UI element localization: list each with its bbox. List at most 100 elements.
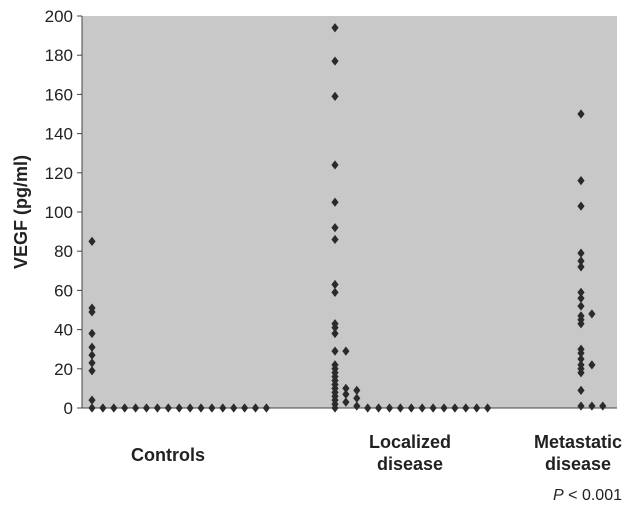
y-tick-group: 0 20 40 60 80 100 120 140 160 180 200 [45,7,82,418]
data-point [577,319,585,329]
data-point [429,403,437,413]
y-tick-label: 80 [54,242,73,261]
y-tick-label: 0 [64,399,73,418]
data-point [375,403,383,413]
data-point [577,293,585,303]
category-label-line: disease [377,454,443,474]
data-point [88,236,96,246]
data-point [88,328,96,339]
data-point [331,223,339,233]
data-point [577,176,585,186]
category-label-line: Controls [131,445,205,465]
data-point [342,346,350,356]
y-tick-label: 120 [45,164,73,183]
data-point [331,160,339,170]
data-point [418,403,426,413]
data-point [208,403,216,413]
data-point [588,360,596,370]
data-point [577,385,585,395]
data-point [342,389,350,399]
category-label: Metastatic disease [534,432,622,474]
data-point [175,403,183,413]
data-point [577,109,585,119]
p-value-annotation: P < 0.001 [553,487,622,504]
p-value-text: < 0.001 [564,487,622,504]
data-point [577,262,585,272]
data-point [88,395,96,405]
y-tick-label: 140 [45,125,73,144]
data-point [484,403,492,413]
data-point [462,403,470,413]
data-point [342,383,350,393]
data-point [197,403,205,413]
data-point [577,301,585,311]
data-point [577,348,585,358]
data-point [88,342,96,352]
data-point [88,403,96,413]
data-point [186,403,194,413]
data-point [353,393,361,403]
data-point [331,328,339,339]
data-point [262,403,270,413]
data-point [396,403,404,413]
y-tick-label: 20 [54,360,73,379]
data-point [364,403,372,413]
data-point [353,385,361,395]
y-tick-label: 100 [45,203,73,222]
data-points-group [88,23,607,413]
data-point [132,403,140,413]
data-point [331,23,339,33]
data-point [577,256,585,266]
data-point [473,403,481,413]
data-point [331,287,339,297]
data-point [121,403,129,413]
y-tick-label: 160 [45,85,73,104]
data-point [331,403,339,413]
category-label: Controls [131,445,205,465]
data-point [110,403,118,413]
y-tick-label: 180 [45,46,73,65]
category-label-line: Localized [369,432,451,452]
data-point [331,279,339,290]
data-point [241,403,249,413]
category-label-line: disease [545,454,611,474]
data-point [331,197,339,207]
data-point [577,368,585,378]
data-point [251,403,260,413]
data-point [331,91,339,101]
data-point [385,403,394,413]
data-point [451,403,459,413]
data-point [88,358,96,368]
data-point [577,354,585,364]
data-point [342,397,350,407]
data-point [230,403,238,413]
data-point [599,401,607,411]
data-point [588,401,596,411]
data-point [577,201,585,211]
data-point [88,350,96,360]
y-axis-title: VEGF (pg/ml) [11,155,31,269]
data-point [353,401,361,411]
plot-area [82,16,617,408]
data-point [88,366,96,376]
p-value-symbol: P [553,487,564,504]
category-label: Localized disease [369,432,451,474]
data-point [331,346,339,356]
data-point [164,403,172,413]
data-point [88,307,96,317]
data-point [142,403,151,413]
data-point [153,403,161,413]
data-point [440,403,448,413]
y-tick-label: 40 [54,321,73,340]
y-tick-label: 200 [45,7,73,26]
category-label-line: Metastatic [534,432,622,452]
data-point [588,309,596,319]
data-point [331,234,339,245]
data-point [407,403,415,413]
y-tick-label: 60 [54,281,73,300]
data-point [331,323,339,333]
data-point [99,403,107,413]
data-point [331,56,339,66]
data-point [577,248,585,258]
